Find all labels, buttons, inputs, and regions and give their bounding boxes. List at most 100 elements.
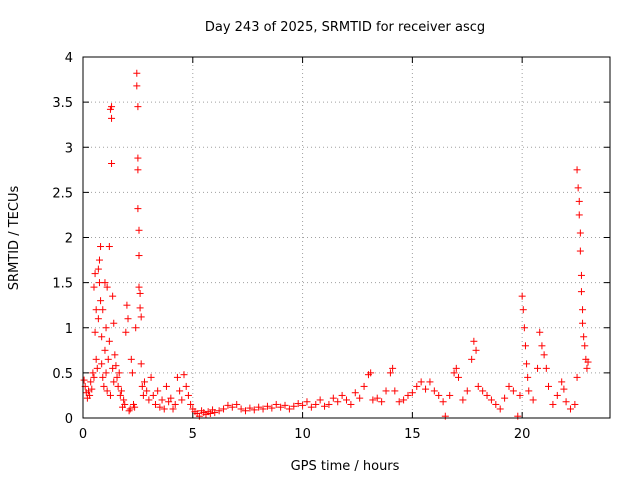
data-point [483, 391, 491, 399]
data-point [92, 306, 100, 314]
data-point [395, 398, 403, 406]
data-point [131, 403, 139, 411]
data-point [136, 289, 144, 297]
data-point [171, 400, 179, 408]
data-point [105, 337, 113, 345]
data-point [102, 369, 110, 377]
data-point [137, 313, 145, 321]
data-point [435, 391, 443, 399]
data-point [454, 373, 462, 381]
y-tick-label: 0.5 [52, 367, 73, 382]
data-point [549, 400, 557, 408]
data-point [441, 412, 449, 420]
data-point [562, 398, 570, 406]
data-point [94, 265, 102, 273]
data-point [496, 405, 504, 413]
data-point [334, 398, 342, 406]
data-point [147, 373, 155, 381]
data-point [516, 391, 524, 399]
data-point [268, 404, 276, 412]
axis-ticks: 0 5 10 15 20 0 0.5 1 1.5 2 2.5 3 3.5 4 [52, 51, 610, 442]
x-tick-label: 0 [79, 427, 87, 442]
data-point [430, 387, 438, 395]
data-point [263, 402, 271, 410]
data-point [272, 400, 280, 408]
y-tick-label: 1.5 [52, 277, 73, 292]
data-point [581, 342, 589, 350]
data-point [576, 229, 584, 237]
data-point [566, 405, 574, 413]
data-point [312, 400, 320, 408]
data-point [111, 351, 119, 359]
data-point [122, 328, 130, 336]
data-point [134, 205, 142, 213]
data-point [136, 304, 144, 312]
data-point [519, 306, 527, 314]
data-point [246, 404, 254, 412]
data-point [281, 401, 289, 409]
data-point [169, 405, 177, 413]
data-point [89, 369, 97, 377]
data-point [123, 301, 131, 309]
data-point [97, 243, 105, 251]
data-point [220, 405, 228, 413]
data-point [101, 279, 109, 287]
data-point [294, 400, 302, 408]
data-point [215, 407, 223, 415]
data-point [97, 297, 105, 305]
data-point [439, 398, 447, 406]
data-point [583, 364, 591, 372]
data-point [134, 154, 142, 162]
data-point [560, 385, 568, 393]
data-point [468, 355, 476, 363]
data-point [156, 403, 164, 411]
data-point [149, 391, 157, 399]
data-point [422, 385, 430, 393]
data-point [367, 369, 375, 377]
data-point [577, 271, 585, 279]
data-point [520, 324, 528, 332]
data-point [165, 398, 173, 406]
data-point [426, 378, 434, 386]
data-point [391, 387, 399, 395]
data-point [110, 319, 118, 327]
data-point [446, 391, 454, 399]
data-point [277, 403, 285, 411]
data-point [120, 396, 128, 404]
data-point [408, 389, 416, 397]
data-point [479, 387, 487, 395]
x-tick-label: 20 [514, 427, 531, 442]
data-point [108, 159, 116, 167]
data-point [103, 283, 111, 291]
data-point [121, 400, 129, 408]
data-point [579, 319, 587, 327]
data-point [373, 394, 381, 402]
data-point [99, 373, 107, 381]
data-point [195, 412, 203, 420]
data-point [206, 409, 214, 417]
data-point [134, 103, 142, 111]
data-point [571, 400, 579, 408]
data-point [343, 396, 350, 404]
data-point [347, 400, 355, 408]
data-point [124, 315, 132, 323]
data-point [514, 412, 522, 420]
data-point [178, 396, 186, 404]
data-point [184, 391, 192, 399]
data-point [474, 382, 482, 390]
y-tick-label: 3 [65, 141, 73, 156]
data-point [98, 360, 106, 368]
y-tick-label: 3.5 [52, 96, 73, 111]
data-point [100, 382, 108, 390]
data-point [91, 270, 99, 278]
data-point [573, 373, 581, 381]
data-point [167, 394, 175, 402]
data-point [128, 369, 136, 377]
data-point [90, 373, 98, 381]
data-point [329, 394, 337, 402]
data-point [224, 401, 232, 409]
data-point [369, 396, 377, 404]
data-point [145, 396, 153, 404]
data-point [463, 387, 471, 395]
data-point [413, 382, 421, 390]
